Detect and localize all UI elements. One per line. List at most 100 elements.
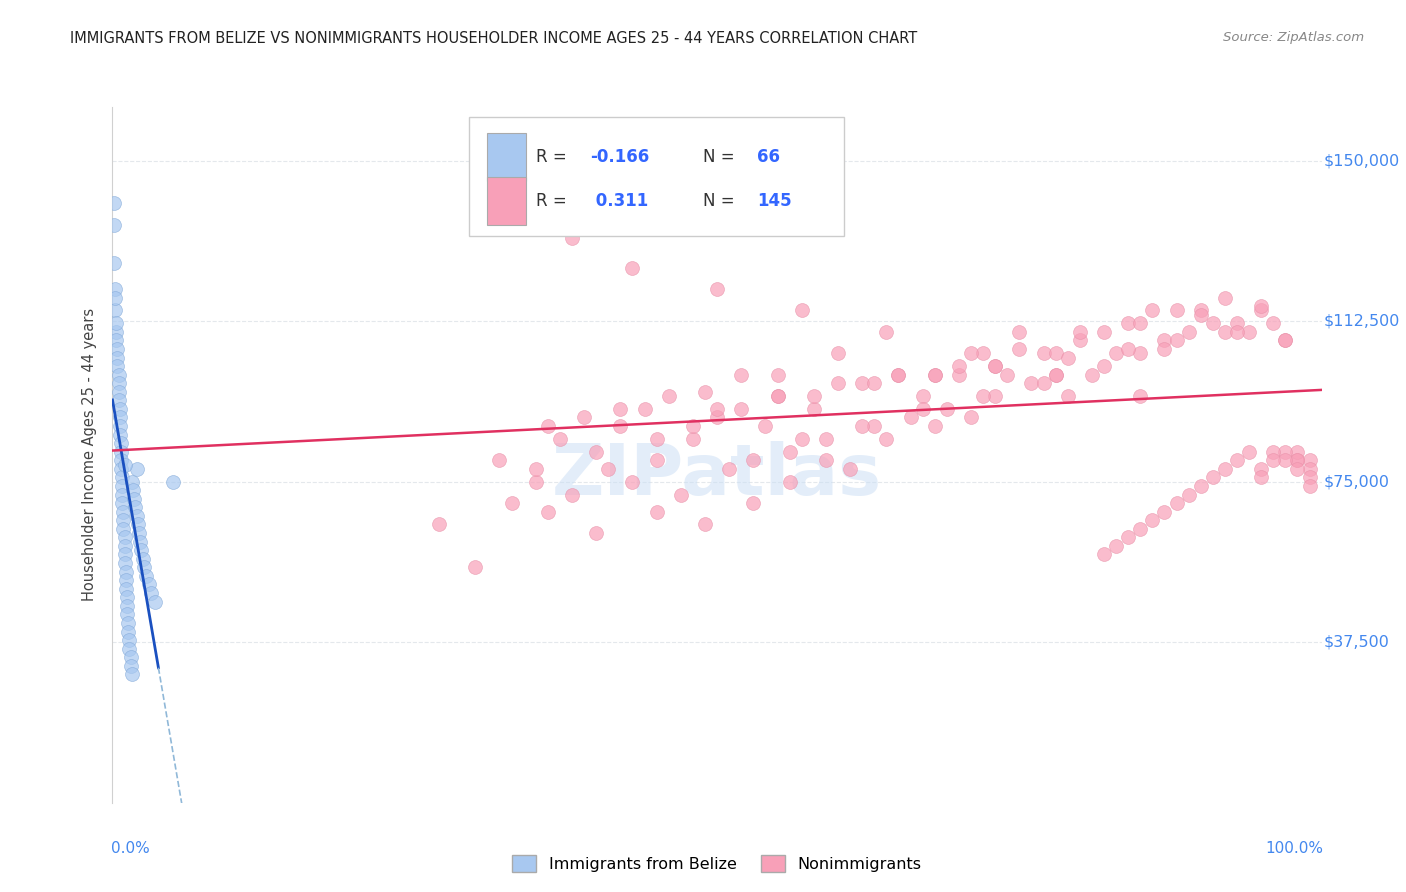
- Point: [103, 196, 125, 211]
- Point: [779, 475, 801, 489]
- Text: 145: 145: [756, 192, 792, 210]
- Point: [1142, 513, 1164, 527]
- Point: [1298, 479, 1320, 493]
- Point: [1189, 308, 1212, 322]
- Point: [1129, 316, 1152, 330]
- Point: [1263, 444, 1285, 458]
- Point: [803, 401, 825, 416]
- Point: [766, 389, 789, 403]
- Point: [803, 389, 825, 403]
- Point: [972, 389, 994, 403]
- Point: [875, 432, 897, 446]
- Point: [1274, 334, 1296, 348]
- Point: [779, 444, 801, 458]
- Point: [1298, 453, 1320, 467]
- Point: [111, 487, 134, 501]
- Point: [1032, 346, 1054, 360]
- Point: [112, 505, 135, 519]
- Point: [1177, 325, 1199, 339]
- Point: [984, 389, 1007, 403]
- Point: [138, 577, 160, 591]
- FancyBboxPatch shape: [488, 178, 526, 226]
- Point: [742, 496, 765, 510]
- Point: [1008, 325, 1031, 339]
- Point: [851, 376, 873, 391]
- Point: [754, 419, 776, 434]
- Point: [114, 582, 136, 596]
- Point: [111, 496, 134, 510]
- Point: [1153, 342, 1175, 356]
- Point: [107, 384, 129, 399]
- Point: [839, 462, 862, 476]
- Point: [790, 303, 813, 318]
- Point: [115, 599, 138, 613]
- Point: [645, 453, 668, 467]
- Point: [827, 346, 849, 360]
- Text: -0.166: -0.166: [591, 148, 650, 166]
- Point: [1056, 351, 1078, 365]
- Point: [121, 475, 143, 489]
- Text: 0.311: 0.311: [591, 192, 648, 210]
- Point: [108, 410, 131, 425]
- Point: [609, 419, 631, 434]
- Point: [827, 376, 849, 391]
- FancyBboxPatch shape: [470, 118, 844, 235]
- Point: [114, 458, 136, 472]
- Text: 0.0%: 0.0%: [111, 841, 150, 856]
- Point: [645, 432, 668, 446]
- Point: [1298, 470, 1320, 484]
- Point: [162, 475, 184, 489]
- Text: ZIPatlas: ZIPatlas: [553, 442, 882, 510]
- Point: [1226, 316, 1249, 330]
- Point: [1032, 376, 1054, 391]
- Point: [1045, 346, 1067, 360]
- Point: [924, 368, 946, 382]
- Text: $150,000: $150,000: [1324, 153, 1400, 168]
- Point: [1129, 522, 1152, 536]
- Point: [972, 346, 994, 360]
- Point: [598, 462, 620, 476]
- Point: [561, 487, 583, 501]
- Point: [108, 419, 131, 434]
- Point: [1213, 462, 1236, 476]
- FancyBboxPatch shape: [488, 134, 526, 181]
- Point: [1189, 479, 1212, 493]
- Point: [948, 359, 970, 373]
- Point: [121, 667, 143, 681]
- Point: [118, 641, 141, 656]
- Point: [1092, 325, 1115, 339]
- Point: [488, 453, 510, 467]
- Point: [561, 230, 583, 244]
- Point: [633, 401, 655, 416]
- Point: [1153, 505, 1175, 519]
- Point: [107, 393, 129, 408]
- Point: [112, 513, 135, 527]
- Point: [524, 475, 547, 489]
- Point: [948, 368, 970, 382]
- Point: [1226, 325, 1249, 339]
- Text: R =: R =: [536, 192, 572, 210]
- Point: [1250, 303, 1272, 318]
- Point: [537, 505, 560, 519]
- Text: 66: 66: [756, 148, 780, 166]
- Point: [900, 410, 922, 425]
- Point: [120, 658, 142, 673]
- Point: [658, 389, 681, 403]
- Point: [1189, 303, 1212, 318]
- Point: [122, 483, 145, 498]
- Point: [114, 530, 136, 544]
- Point: [120, 650, 142, 665]
- Y-axis label: Householder Income Ages 25 - 44 years: Householder Income Ages 25 - 44 years: [82, 309, 97, 601]
- Point: [1250, 299, 1272, 313]
- Point: [114, 548, 136, 562]
- Point: [115, 607, 138, 622]
- Point: [105, 359, 128, 373]
- Point: [108, 427, 131, 442]
- Point: [122, 491, 145, 506]
- Point: [1202, 470, 1225, 484]
- Text: $112,500: $112,500: [1324, 314, 1400, 328]
- Point: [960, 410, 983, 425]
- Point: [1237, 325, 1260, 339]
- Point: [537, 419, 560, 434]
- Point: [924, 368, 946, 382]
